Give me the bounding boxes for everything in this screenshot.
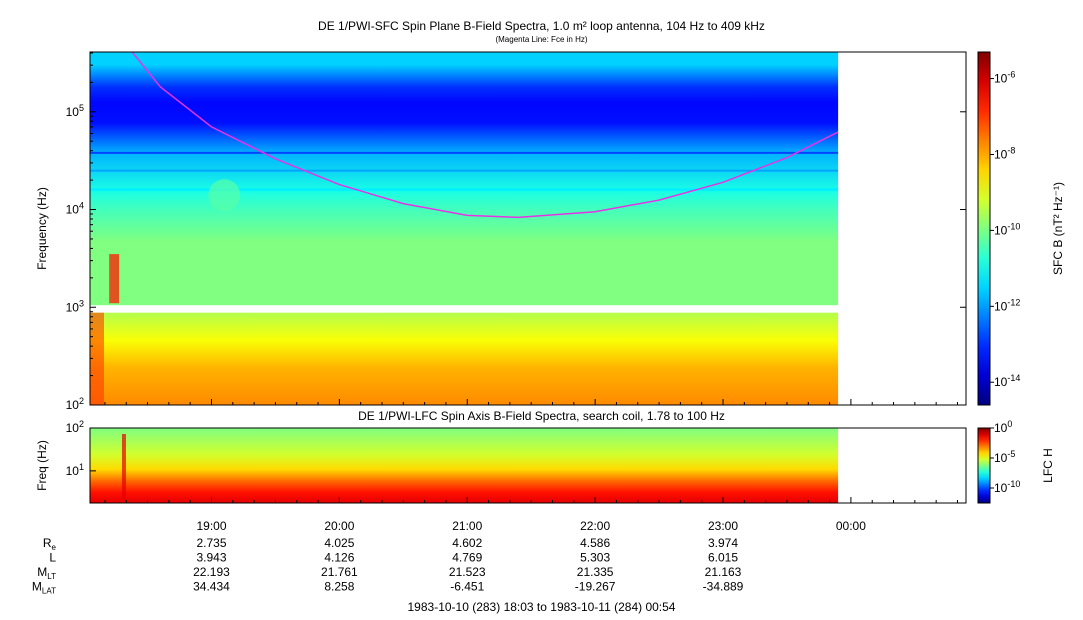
time-tick-label: 21:00 — [452, 519, 482, 533]
ephemeris-value: 21.163 — [705, 565, 742, 579]
lfc-colorbar: 100 10-5 10-10 LFC H — [977, 419, 1055, 504]
sfc-colorbar: 10-6 10-8 10-10 10-12 10-14 SFC B (nT² Hz⁻¹) — [977, 51, 1065, 406]
ephemeris-value: 6.015 — [708, 551, 738, 565]
ephemeris-value: 3.974 — [708, 536, 738, 550]
lfc-y-tick-label: 101 — [66, 462, 84, 478]
ephemeris-value: 4.025 — [324, 536, 354, 550]
sfc-y-tick-label: 103 — [66, 298, 84, 314]
sfc-spectrogram — [90, 52, 839, 405]
lfc-colorbar-scale — [977, 427, 991, 504]
lfc-band — [90, 428, 839, 503]
sfc-plot-frame — [89, 51, 967, 406]
ephemeris-value: -6.451 — [450, 580, 484, 594]
ephemeris-value: 4.769 — [452, 551, 482, 565]
sfc-y-tick-label: 102 — [66, 396, 84, 412]
time-tick-label: 22:00 — [580, 519, 610, 533]
sfc-colorbar-label: SFC B (nT² Hz⁻¹) — [1051, 182, 1065, 275]
ephemeris-value: -19.267 — [575, 580, 616, 594]
lfc-colorbar-tick-label: 10-5 — [994, 449, 1015, 465]
sfc-y-label: Frequency (Hz) — [35, 187, 49, 270]
ephemeris-value: 22.193 — [193, 565, 230, 579]
lfc-emission-burst — [121, 434, 126, 503]
sfc-y-axis: 102 103 104 105 Frequency (Hz) — [35, 52, 966, 412]
ephemeris-row-label: MLAT — [32, 580, 56, 596]
ephemeris-value: 21.523 — [449, 565, 486, 579]
lfc-title: DE 1/PWI-LFC Spin Axis B-Field Spectra, … — [358, 409, 725, 423]
sfc-colorbar-tick-label: 10-12 — [994, 297, 1020, 313]
ephemeris-value: 2.735 — [196, 536, 226, 550]
ephemeris-table: Re 2.735 4.025 4.602 4.586 3.974 L 3.943 4.126 4.… — [32, 536, 744, 596]
sfc-emission-burst — [109, 254, 120, 304]
sfc-y-tick-label: 104 — [66, 201, 84, 217]
sfc-band-lower — [90, 312, 839, 405]
sfc-title: DE 1/PWI-SFC Spin Plane B-Field Spectra,… — [318, 19, 765, 33]
time-tick-label: 00:00 — [836, 519, 866, 533]
ephemeris-value: 5.303 — [580, 551, 610, 565]
ephemeris-value: 3.943 — [196, 551, 226, 565]
lfc-colorbar-label: LFC H — [1041, 448, 1055, 483]
sfc-colorbar-tick-label: 10-14 — [994, 373, 1020, 389]
time-tick-label: 19:00 — [196, 519, 226, 533]
lfc-y-tick-label: 102 — [66, 419, 84, 435]
sfc-band-upper — [90, 52, 839, 306]
sfc-y-tick-label: 105 — [66, 103, 84, 119]
ephemeris-value: -34.889 — [703, 580, 744, 594]
ephemeris-value: 4.126 — [324, 551, 354, 565]
lfc-plot-frame — [89, 427, 967, 504]
fce-line — [131, 52, 839, 219]
sfc-colorbar-scale — [977, 51, 991, 406]
ephemeris-value: 8.258 — [324, 580, 354, 594]
sfc-emission-blob — [208, 179, 241, 212]
lfc-colorbar-tick-label: 10-10 — [994, 479, 1020, 495]
sfc-colorbar-tick-label: 10-6 — [994, 70, 1015, 86]
ephemeris-row-label: MLT — [37, 565, 56, 581]
time-tick-label: 20:00 — [324, 519, 354, 533]
ephemeris-value: 21.761 — [321, 565, 358, 579]
sfc-colorbar-tick-label: 10-10 — [994, 221, 1020, 237]
ephemeris-value: 34.434 — [193, 580, 230, 594]
ephemeris-value: 4.586 — [580, 536, 610, 550]
lfc-spectrogram — [90, 428, 839, 503]
sfc-line-band — [90, 151, 839, 154]
time-range-footer: 1983-10-10 (283) 18:03 to 1983-10-11 (28… — [407, 600, 676, 614]
time-axis: 19:00 20:00 21:00 22:00 23:00 00:00 — [104, 399, 958, 533]
sfc-emission-low — [90, 312, 104, 405]
ephemeris-row-label: Re — [43, 536, 57, 552]
ephemeris-value: 4.602 — [452, 536, 482, 550]
lfc-y-label: Freq (Hz) — [35, 440, 49, 491]
sfc-line-band — [90, 188, 839, 192]
time-tick-label: 23:00 — [708, 519, 738, 533]
lfc-colorbar-tick-label: 100 — [994, 419, 1012, 435]
sfc-colorbar-tick-label: 10-8 — [994, 145, 1015, 161]
ephemeris-value: 21.335 — [577, 565, 614, 579]
sfc-line-band — [90, 169, 839, 172]
sfc-subtitle: (Magenta Line: Fce in Hz) — [495, 35, 588, 44]
lfc-y-axis: 101 102 Freq (Hz) — [35, 419, 96, 491]
ephemeris-row-label: L — [49, 551, 56, 565]
